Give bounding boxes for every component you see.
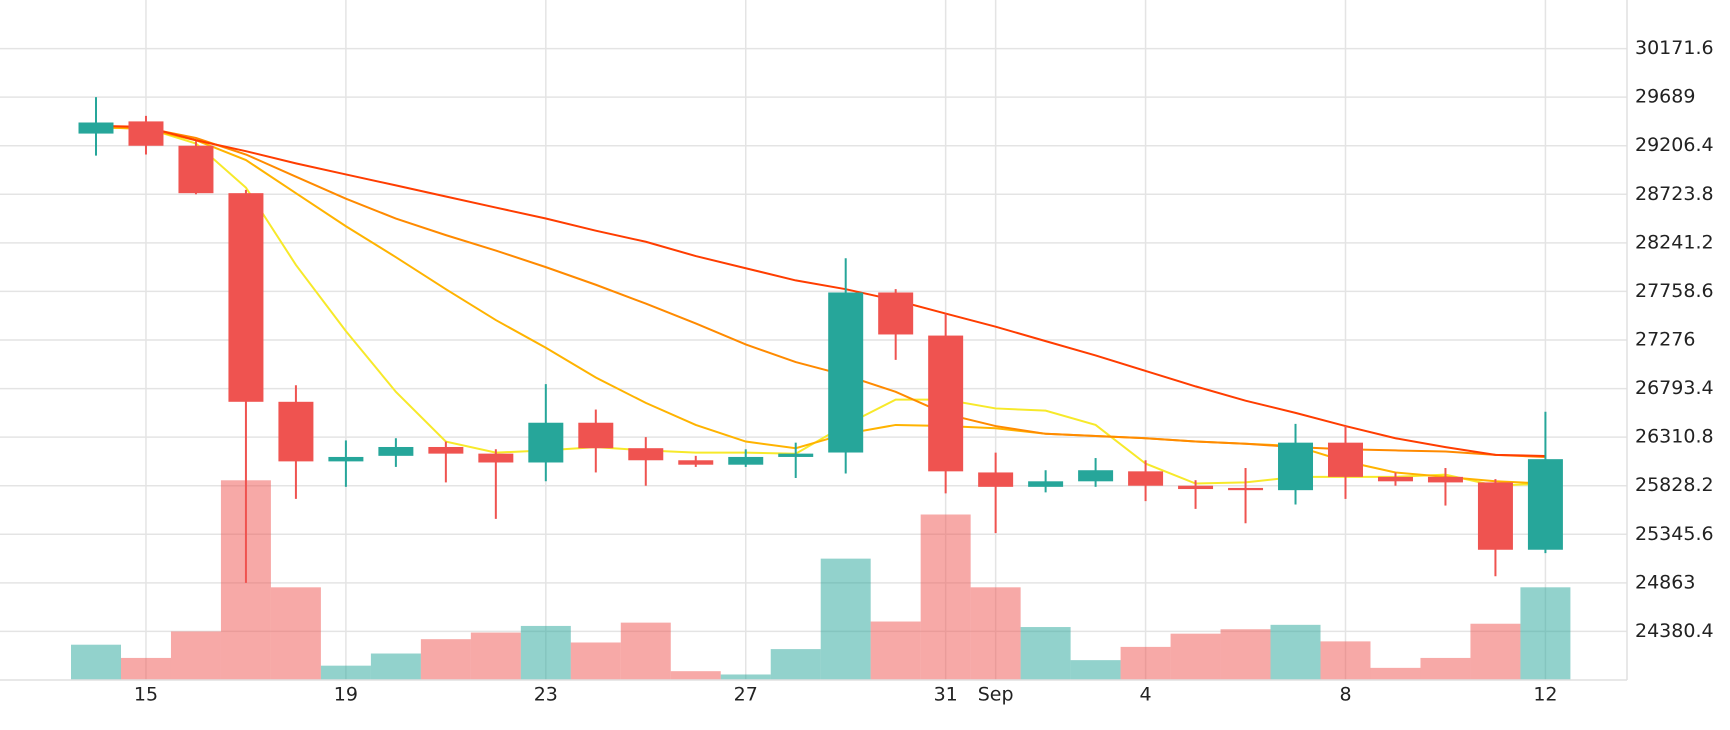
candle-body [178,145,214,194]
volume-bar [1070,660,1121,680]
volume-bar [1370,667,1421,680]
candle-body [878,292,914,335]
x-tick-label: 12 [1533,684,1557,706]
volume-bar [320,665,371,680]
candle-body [1278,442,1314,491]
candle-body [1028,481,1064,487]
volume-bar [170,631,221,680]
y-tick-label: 30171.6 [1635,37,1714,59]
volume-bar [970,587,1021,680]
volume-bar [520,625,571,680]
candle-body [978,472,1014,487]
volume-bar [820,558,871,680]
y-tick-label: 24380.4 [1635,620,1714,642]
candle-body [278,401,314,462]
x-tick-label: Sep [978,684,1014,706]
y-tick-label: 25345.6 [1635,523,1714,545]
y-tick-label: 24863 [1635,571,1695,593]
moving-average-line [95,124,1546,457]
candle-body [1078,470,1114,482]
volume-bar [1220,629,1271,680]
volume-bar [270,587,321,680]
volume-bar [570,642,621,680]
x-tick-label: 15 [134,684,158,706]
candle-body [1228,487,1264,491]
x-tick-label: 27 [734,684,758,706]
candle-body [578,422,614,449]
y-tick-label: 26310.8 [1635,426,1714,448]
y-tick-label: 27276 [1635,329,1695,351]
y-tick-label: 26793.4 [1635,377,1714,399]
volume-bar [1470,623,1521,680]
labels: 24380.4 24863 25345.6 25828.2 26310.8 26793.4… [134,37,1714,705]
candle-body [828,292,864,453]
volume-bar [370,653,421,680]
volume-bar [670,671,721,680]
candle-body [128,121,164,146]
candle-body [1427,476,1463,483]
candle-body [228,193,264,402]
candle-body [628,448,664,461]
candle-body [678,460,714,465]
candle-body [1377,476,1413,482]
volume-bar [1020,627,1071,680]
volume-bar [1320,641,1371,680]
volume-bar [420,639,471,680]
volume-bar [870,621,921,680]
volume-bar [120,657,171,680]
candle-body [478,453,514,463]
candle-body [78,122,114,134]
candle-body [428,446,464,454]
volume-bars [71,480,1571,680]
candle-body [528,422,564,463]
candle-body [728,456,764,465]
candle-body [928,335,964,472]
y-tick-label: 28241.2 [1635,231,1714,253]
volume-bar [1520,587,1571,680]
candle-body [378,446,414,456]
candles [78,97,1563,583]
volume-bar [1170,633,1221,680]
candle-body [1128,471,1164,486]
volume-bar [770,649,821,680]
volume-bar [1120,646,1171,680]
volume-bar [920,514,971,680]
volume-bar [71,644,121,680]
volume-bar [1420,657,1471,680]
y-tick-label: 27758.6 [1635,280,1714,302]
candle-body [778,453,814,457]
x-tick-label: 4 [1140,684,1152,706]
volume-bar [720,674,771,680]
y-tick-label: 29206.4 [1635,134,1714,156]
volume-bar [1270,624,1321,680]
candle-body [1328,442,1363,477]
x-tick-label: 31 [934,684,958,706]
candle-body [1477,482,1513,550]
y-tick-label: 28723.8 [1635,183,1714,205]
candle-body [328,456,364,462]
candle-body [1178,485,1214,490]
volume-bar [620,622,671,680]
y-tick-label: 29689 [1635,86,1695,108]
x-tick-label: 23 [534,684,558,706]
volume-bar [470,632,521,680]
candle-body [1527,459,1563,550]
x-tick-label: 8 [1339,684,1351,706]
y-tick-label: 25828.2 [1635,474,1714,496]
x-tick-label: 19 [334,684,358,706]
